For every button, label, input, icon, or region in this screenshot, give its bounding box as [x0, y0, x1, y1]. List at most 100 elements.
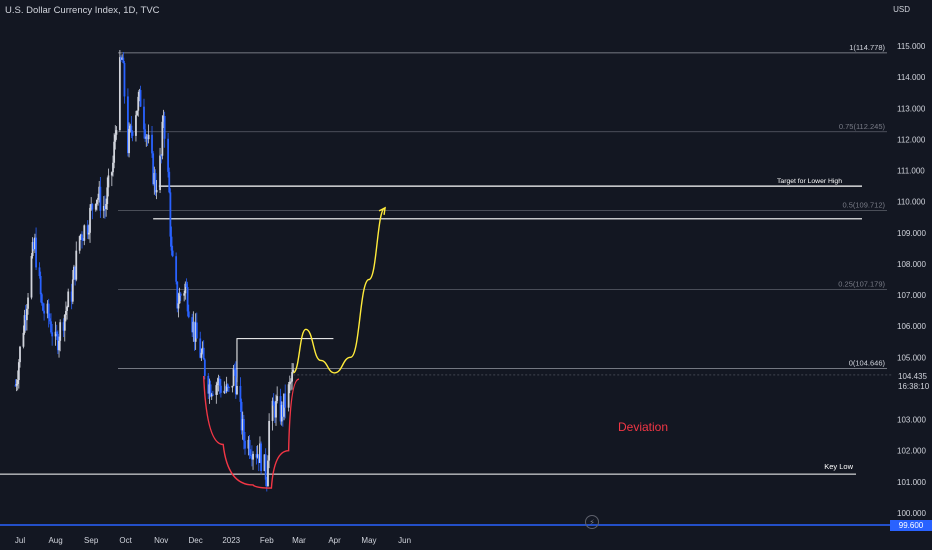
candle-body: [276, 396, 279, 401]
candle-body: [27, 297, 29, 309]
candle-body: [236, 385, 238, 395]
candle-body: [284, 393, 287, 408]
x-tick-label: 2023: [222, 536, 240, 545]
fib-label: 1(114.778): [849, 43, 885, 52]
candle-body: [83, 225, 86, 241]
candle-body: [73, 266, 75, 280]
candle-body: [218, 378, 221, 386]
candle-body: [177, 303, 180, 309]
candle-body: [195, 322, 198, 339]
candle-body: [43, 310, 46, 314]
y-tick-label: 108.000: [897, 260, 926, 269]
candle-body: [268, 420, 271, 461]
candle-body: [97, 197, 99, 200]
x-tick-label: Aug: [48, 536, 62, 545]
candle-body: [82, 239, 85, 241]
candle-body: [260, 443, 262, 471]
candle-body: [171, 250, 174, 257]
candle-body: [94, 204, 97, 210]
candle-body: [113, 141, 116, 163]
candle-body: [62, 322, 65, 331]
candle-body: [225, 384, 228, 392]
candle-body: [201, 347, 204, 353]
candle-body: [35, 237, 37, 268]
candle-body: [127, 96, 129, 154]
candle-body: [264, 454, 267, 480]
candle-body: [248, 439, 251, 455]
blue-level-label: 99.600: [890, 520, 932, 531]
deviation-curve: [202, 375, 300, 489]
y-tick-label: 110.000: [897, 198, 926, 207]
candle-body: [30, 256, 33, 298]
candle-body: [240, 401, 243, 431]
candle-body: [183, 293, 186, 296]
candle-body: [280, 405, 283, 422]
candle-body: [186, 287, 189, 312]
candle-body: [275, 400, 277, 418]
candle-body: [199, 338, 202, 358]
x-tick-label: Jul: [15, 536, 25, 545]
candle-body: [187, 311, 190, 318]
candles: [14, 49, 295, 492]
candle-body: [242, 419, 245, 441]
candle-body: [233, 368, 236, 370]
candle-body: [161, 121, 164, 156]
candle-body: [211, 394, 214, 396]
candle-body: [38, 267, 41, 277]
time-axis: Jul Aug Sep Oct Nov Dec 2023 Feb Mar Apr May Jun: [15, 536, 411, 545]
candle-body: [23, 315, 26, 333]
candle-body: [144, 129, 147, 139]
candle-body: [66, 307, 68, 311]
candle-body: [290, 381, 292, 383]
y-tick-label: 100.000: [897, 509, 926, 518]
candle-body: [74, 266, 77, 280]
candle-body: [163, 115, 166, 139]
candle-body: [75, 250, 78, 280]
candle-body: [118, 57, 121, 131]
candle-body: [231, 385, 234, 388]
x-tick-label: May: [361, 536, 376, 545]
candle-body: [15, 383, 18, 386]
y-tick-label: 115.000: [897, 42, 926, 51]
candle-body: [102, 205, 105, 211]
candle-body: [110, 172, 113, 176]
candle-body: [105, 204, 107, 210]
target-label: Target for Lower High: [777, 178, 842, 185]
candle-body: [81, 234, 83, 240]
y-tick-label: 109.000: [897, 229, 926, 238]
candle-body: [120, 57, 122, 60]
candle-body: [234, 369, 237, 395]
candle-body: [54, 331, 57, 337]
candle-body: [170, 236, 173, 251]
candle-body: [91, 204, 94, 210]
candle-body: [283, 393, 285, 417]
currency-label: USD: [893, 5, 910, 14]
candle-body: [279, 396, 282, 422]
candle-body: [208, 384, 211, 394]
candle-body: [16, 380, 19, 384]
candle-body: [112, 162, 114, 173]
candle-body: [56, 333, 59, 351]
candle-body: [138, 90, 141, 97]
projection-arrowhead: [378, 206, 386, 215]
candle-body: [42, 303, 44, 311]
candle-body: [78, 236, 81, 251]
candle-body: [287, 384, 290, 408]
candle-body: [207, 375, 210, 394]
candle-body: [87, 232, 90, 235]
last-price-label: 104.435: [895, 371, 932, 382]
candle-body: [98, 186, 101, 198]
candle-body: [122, 57, 125, 64]
candle-body: [58, 340, 60, 351]
candle-body: [114, 134, 117, 142]
candle-body: [63, 314, 66, 331]
candle-body: [249, 454, 252, 456]
bolt-icon[interactable]: ⚡: [585, 515, 599, 529]
candle-body: [129, 125, 132, 129]
y-tick-label: 112.000: [897, 135, 926, 144]
candle-body: [146, 136, 149, 140]
candle-body: [247, 439, 250, 449]
candle-body: [273, 405, 276, 418]
fib-label: 0.75(112.245): [839, 122, 886, 131]
